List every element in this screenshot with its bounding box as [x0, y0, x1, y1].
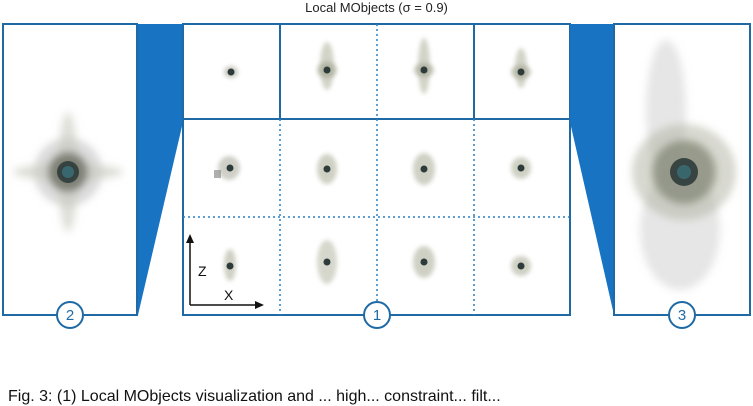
axis-label-z: Z	[198, 263, 207, 279]
svg-text:3: 3	[678, 307, 686, 324]
axis-label-x: X	[224, 287, 234, 303]
grid-blob-r1c3	[414, 38, 434, 94]
axis-arrows-icon	[186, 234, 264, 309]
grid-blob-r2c2	[317, 154, 337, 184]
figure-caption: Fig. 3: (1) Local MObjects visualization…	[8, 388, 501, 405]
circle-badge-icon	[56, 301, 84, 329]
grid-blob-r3c3	[413, 246, 435, 278]
grid-blob-r1c2	[317, 42, 337, 90]
grid-blob-r3c4	[511, 256, 531, 276]
figure-title: Local MObjects (σ = 0.9)	[305, 0, 448, 15]
grid-blob-r2c3	[413, 153, 435, 185]
circle-badge-icon	[363, 301, 391, 329]
center-grid-panel: Z X	[182, 23, 571, 316]
svg-text:1: 1	[373, 307, 381, 324]
right-wedge	[570, 24, 614, 315]
grid-blob-r2c4	[511, 157, 531, 179]
diagram-canvas: Z X 2 1 3	[2, 23, 751, 329]
right-blob	[632, 40, 736, 290]
left-panel	[2, 23, 138, 316]
right-panel	[613, 23, 751, 316]
circle-badge-icon	[668, 301, 696, 329]
grid-blob-r1c1	[224, 66, 238, 78]
grid-blob-r1c4	[511, 48, 531, 88]
svg-text:2: 2	[66, 307, 74, 324]
grid-blob-r3c2	[317, 240, 337, 284]
grid-blob-r3c1	[224, 249, 236, 281]
badge-2: 2	[56, 301, 84, 329]
left-wedge	[138, 24, 183, 315]
badge-3: 3	[668, 301, 696, 329]
grid-blob-r2c1	[214, 156, 240, 180]
badge-1: 1	[363, 301, 391, 329]
